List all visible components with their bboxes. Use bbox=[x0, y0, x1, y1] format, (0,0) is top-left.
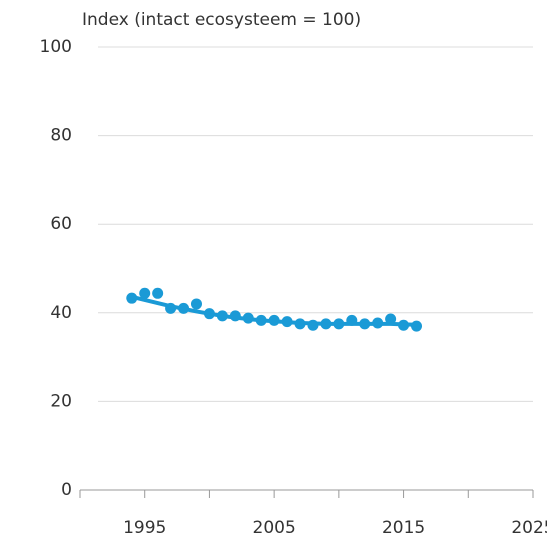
point bbox=[268, 314, 280, 326]
x-tick-label: 2005 bbox=[253, 518, 296, 538]
point bbox=[411, 320, 423, 332]
point bbox=[178, 302, 190, 314]
x-tick-label: 2025 bbox=[511, 518, 547, 538]
point bbox=[126, 292, 138, 304]
y-tick-label: 40 bbox=[50, 303, 72, 323]
point bbox=[152, 287, 164, 299]
y-tick-label: 80 bbox=[50, 126, 72, 146]
y-tick-label: 20 bbox=[50, 391, 72, 411]
y-tick-label: 0 bbox=[61, 480, 72, 500]
point bbox=[372, 317, 384, 329]
point bbox=[346, 314, 358, 326]
point bbox=[229, 310, 241, 322]
point bbox=[255, 314, 267, 326]
point bbox=[307, 319, 319, 331]
point bbox=[242, 312, 254, 324]
x-tick-label: 1995 bbox=[123, 518, 166, 538]
point bbox=[398, 319, 410, 331]
y-tick-label: 100 bbox=[40, 37, 72, 57]
point bbox=[333, 318, 345, 330]
y-tick-label: 60 bbox=[50, 214, 72, 234]
point bbox=[385, 313, 397, 325]
point bbox=[216, 310, 228, 322]
point bbox=[281, 316, 293, 328]
point bbox=[294, 318, 306, 330]
point bbox=[203, 308, 215, 320]
point bbox=[359, 318, 371, 330]
x-tick-label: 2015 bbox=[382, 518, 425, 538]
chart-title: Index (intact ecosysteem = 100) bbox=[82, 10, 361, 30]
point bbox=[139, 287, 151, 299]
point bbox=[320, 318, 332, 330]
point bbox=[165, 302, 177, 314]
point bbox=[190, 298, 202, 310]
